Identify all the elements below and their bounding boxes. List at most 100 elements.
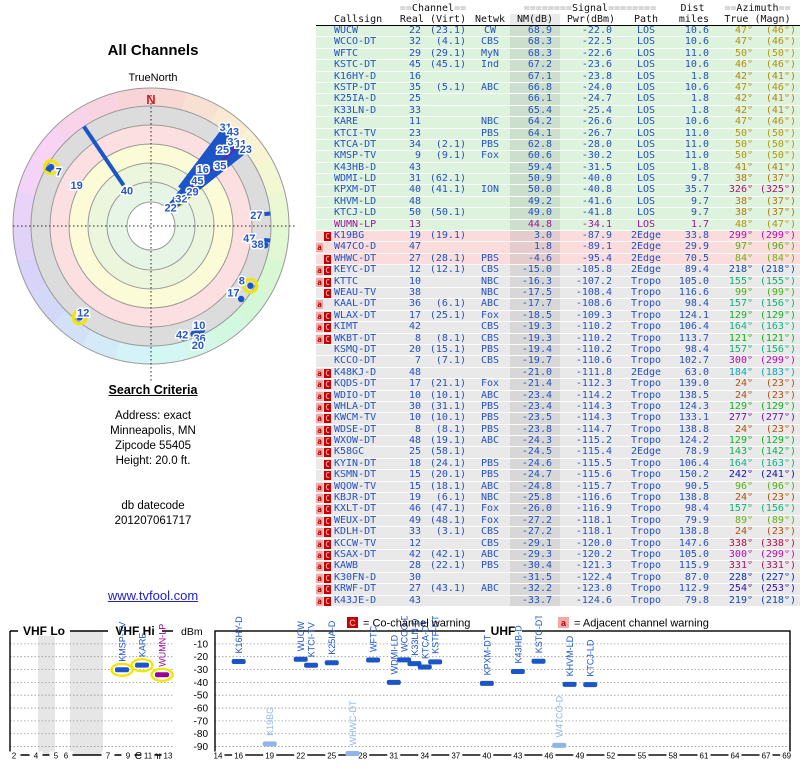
compass-wedge xyxy=(13,190,36,226)
tvfool-link[interactable]: www.tvfool.com xyxy=(107,588,199,603)
network: CBS xyxy=(480,37,500,48)
co-channel-warning-icon: C xyxy=(324,539,331,549)
azimuth-true: 129° xyxy=(728,310,753,321)
table-row: KSTP-DT 35 (5.1) ABC 66.8 -24.0 LOS 10.6 47° (46°… xyxy=(316,82,800,95)
path: LOS xyxy=(636,94,656,105)
distance: 89.4 xyxy=(684,265,709,276)
y-tick-label: -80 xyxy=(194,729,209,740)
power: -115.2 xyxy=(575,436,612,447)
virtual-channel: (23.1) xyxy=(429,26,466,36)
power: -23.6 xyxy=(581,60,612,71)
distance: 79.8 xyxy=(684,595,709,606)
power: -40.0 xyxy=(581,174,612,185)
warning-icons xyxy=(316,151,332,161)
path: 2Edge xyxy=(630,242,662,253)
x-tick-label: 34 xyxy=(420,752,429,761)
callsign: WLAX-DT xyxy=(334,310,377,321)
noise-margin: -21.4 xyxy=(510,379,560,390)
path: LOS xyxy=(636,196,656,207)
power: -108.6 xyxy=(575,299,612,310)
adjacent-channel-legend-text: = Adjacent channel warning xyxy=(574,618,709,630)
svg-text:a: a xyxy=(561,618,567,628)
distance: 133.1 xyxy=(678,413,709,424)
callsign: KWCM-TV xyxy=(334,413,377,424)
distance: 102.7 xyxy=(678,356,709,367)
path: 2Edge xyxy=(630,447,662,458)
noise-margin: 65.4 xyxy=(510,105,560,117)
table-row: a C WDSE-DT 8 (8.1) PBS -23.8 -114.7 Tropo 138.8 2… xyxy=(316,424,800,437)
real-channel: 48 xyxy=(408,196,421,207)
network: CBS xyxy=(480,356,500,367)
network xyxy=(470,208,510,218)
network xyxy=(470,72,510,82)
azimuth-magnetic: (163°) xyxy=(759,458,796,469)
power: -118.1 xyxy=(575,527,612,538)
azimuth-true: 242° xyxy=(728,470,753,481)
warning-icons xyxy=(316,106,332,116)
path: 2Edge xyxy=(630,367,662,378)
y-tick-label: -60 xyxy=(194,704,209,715)
noise-margin: -26.0 xyxy=(510,504,560,515)
distance: 11.0 xyxy=(684,151,709,162)
callsign: WDSE-DT xyxy=(334,424,377,435)
path: Tropo xyxy=(630,436,662,447)
table-row: a C KAWB 28 (22.1) PBS -30.4 -121.3 Tropo 115.9 33… xyxy=(316,561,800,573)
station-spoke xyxy=(82,125,126,187)
signal-bar xyxy=(293,656,308,662)
x-tick-label: 49 xyxy=(575,752,584,761)
azimuth-magnetic: (121°) xyxy=(759,333,796,344)
co-channel-warning-icon: C xyxy=(324,323,331,333)
table-row: a C K30FN-D 30 -31.5 -122.4 Tropo 87.0 228° (227°… xyxy=(316,572,800,585)
compass-wedge xyxy=(182,92,220,123)
power: -116.6 xyxy=(575,493,612,504)
table-row: K16HY-D 16 67.1 -23.8 LOS 1.8 42° (41°) xyxy=(316,71,800,83)
table-row: a C WEUX-DT 49 (48.1) Fox -27.2 -118.1 Tropo 79.9… xyxy=(316,515,800,528)
callsign: WQOW-TV xyxy=(334,481,377,492)
compass-wedge xyxy=(151,88,187,111)
table-row: WCCO-DT 32 (4.1) CBS 68.3 -22.5 LOS 10.6 47° (46°… xyxy=(316,37,800,49)
azimuth-magnetic: (99°) xyxy=(765,287,796,298)
bar-callsign-label: KTCJ-LD xyxy=(586,639,596,677)
real-channel: 30 xyxy=(408,572,421,583)
azimuth-true: 38° xyxy=(734,208,753,219)
network: PBS xyxy=(480,424,500,435)
noise-margin: -24.7 xyxy=(510,470,560,481)
real-channel: 33 xyxy=(408,527,421,538)
signal-bar xyxy=(345,750,360,756)
adjacent-channel-warning-icon: a xyxy=(316,334,323,344)
path: Tropo xyxy=(630,584,662,595)
bar-callsign-label: KPXM-DT xyxy=(482,634,492,675)
power: -112.3 xyxy=(575,379,612,390)
callsign: WEAU-TV xyxy=(334,287,377,298)
band-label: VHF Hi xyxy=(115,624,154,638)
callsign: KPXM-DT xyxy=(334,185,377,196)
callsign: WKBT-DT xyxy=(334,333,377,344)
real-channel: 27 xyxy=(408,584,421,595)
warning-icons xyxy=(316,37,332,47)
noise-margin: -24.3 xyxy=(510,436,560,447)
co-channel-warning-icon: C xyxy=(324,596,331,606)
azimuth-magnetic: (96°) xyxy=(765,481,796,492)
noise-margin: -25.8 xyxy=(510,493,560,504)
table-row: KTCI-TV 23 PBS 64.1 -26.7 LOS 11.0 50° (50°) xyxy=(316,128,800,140)
x-tick-label: 13 xyxy=(164,752,173,761)
azimuth-true: 157° xyxy=(728,504,753,515)
signal-bar-chart: VHF Lo VHF Hi UHF dBm-10 -20 -30 -40 -50 -60-70 -… xyxy=(7,616,794,762)
virtual-channel xyxy=(423,163,470,173)
azimuth-true: 42° xyxy=(734,105,753,116)
co-channel-legend-icon xyxy=(347,617,358,628)
callsign: K19BG xyxy=(334,231,365,242)
azimuth-magnetic: (46°) xyxy=(765,82,796,93)
adjacent-channel-warning-icon: a xyxy=(316,437,323,447)
azimuth-magnetic: (338°) xyxy=(759,538,796,549)
x-tick-label: 14 xyxy=(214,752,223,761)
noise-margin: -32.2 xyxy=(510,584,560,595)
noise-margin: 67.2 xyxy=(510,60,560,71)
table-row: a C K48KJ-D 48 -21.0 -111.8 2Edge 63.0 184° (183°… xyxy=(316,367,800,380)
network: PBS xyxy=(480,561,500,572)
noise-margin: -4.6 xyxy=(510,253,560,265)
azimuth-true: 48° xyxy=(734,219,753,230)
